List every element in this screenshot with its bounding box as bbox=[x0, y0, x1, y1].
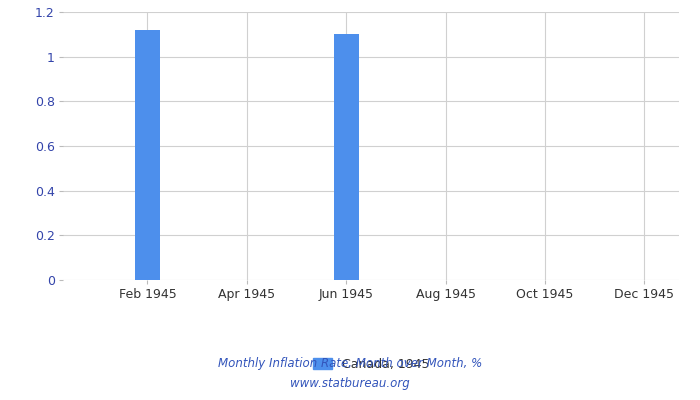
Text: www.statbureau.org: www.statbureau.org bbox=[290, 378, 410, 390]
Legend: Canada, 1945: Canada, 1945 bbox=[308, 352, 434, 376]
Bar bbox=[334, 34, 358, 280]
Text: Monthly Inflation Rate, Month over Month, %: Monthly Inflation Rate, Month over Month… bbox=[218, 358, 482, 370]
Bar bbox=[135, 30, 160, 280]
